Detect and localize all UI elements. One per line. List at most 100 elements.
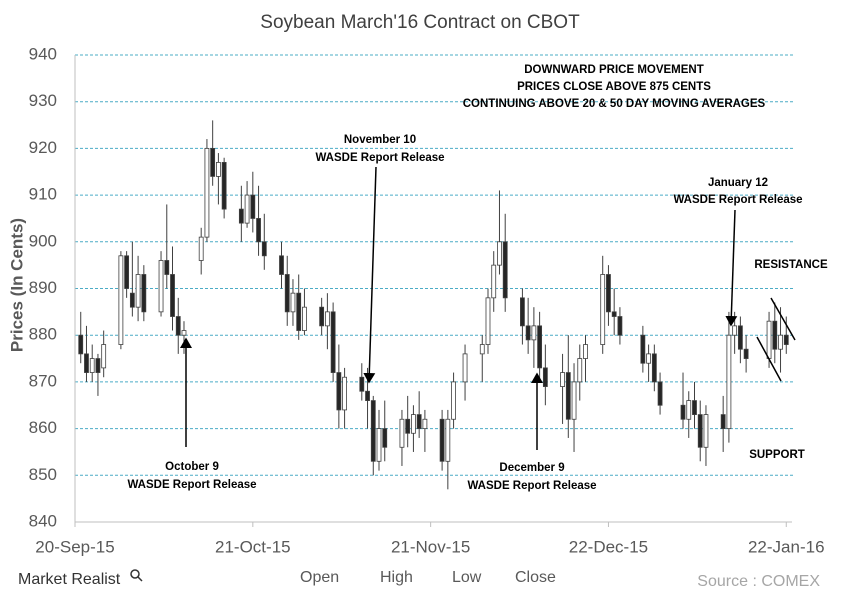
candle-body (703, 414, 709, 448)
y-tick-label: 900 (29, 231, 57, 250)
candle-body (101, 344, 107, 369)
x-tick-label: 22-Dec-15 (569, 537, 648, 556)
candle-body (221, 162, 227, 210)
candle-body (135, 274, 141, 308)
annotation: PRICES CLOSE ABOVE 875 CENTS (517, 81, 711, 93)
candle-body (577, 358, 583, 383)
grid: 840 850 860 870 880 890 900 910 920 930 940 20-Sep-… (29, 44, 825, 556)
y-tick-label: 850 (29, 465, 57, 484)
candle-body (158, 260, 164, 313)
source: Source : COMEX (697, 573, 820, 590)
y-tick-label: 890 (29, 278, 57, 297)
annotation: December 9 (499, 462, 564, 474)
annotation: November 10 (344, 134, 416, 146)
candle-body (296, 292, 302, 331)
legend-entry: Low (452, 569, 482, 586)
x-tick-label: 22-Jan-16 (748, 537, 825, 556)
candle-body (520, 297, 525, 327)
candle-body (502, 241, 508, 299)
x-tick-label: 21-Nov-15 (391, 537, 470, 556)
candle-body (531, 325, 537, 341)
candle-body (778, 334, 783, 350)
legend-entry: Close (515, 569, 556, 586)
x-tick-label: 20-Sep-15 (35, 537, 114, 556)
candle-body (342, 376, 347, 411)
candle-body (118, 255, 124, 345)
candle-body (583, 344, 588, 359)
annotation: CONTINUING ABOVE 20 & 50 DAY MOVING AVER… (463, 98, 766, 110)
arrow (725, 209, 738, 327)
y-tick-label: 880 (29, 325, 57, 344)
candle-body (697, 414, 703, 448)
annotation: WASDE Report Release (467, 480, 596, 492)
candle-body (611, 311, 617, 317)
candle-body (365, 390, 370, 401)
candle-body (330, 311, 336, 373)
candle-body (743, 348, 749, 359)
candle-body (772, 320, 778, 350)
candles (78, 120, 789, 490)
candle-body (175, 316, 181, 336)
candle-body (445, 418, 451, 462)
y-axis-label: Prices (In Cents) (7, 218, 26, 352)
candle-body (783, 334, 789, 345)
logo-icon (137, 576, 143, 582)
candle-body (78, 334, 84, 355)
y-tick-label: 930 (29, 91, 57, 110)
annotation: October 9 (165, 461, 219, 473)
annotation: RESISTANCE (754, 259, 828, 271)
candle-body (238, 208, 244, 224)
candle-body (451, 381, 456, 420)
support-line (756, 336, 782, 382)
candle-body (537, 325, 543, 369)
candle-body (560, 372, 565, 387)
candle-body (657, 381, 663, 406)
candle-body (692, 400, 697, 415)
y-tick-label: 840 (29, 511, 57, 530)
candle-body (170, 274, 175, 317)
y-tick-label: 910 (29, 185, 57, 204)
logo-icon (130, 569, 140, 579)
candle-body (319, 306, 325, 327)
annotation: January 12 (708, 177, 768, 189)
annotation: DOWNWARD PRICE MOVEMENT (524, 64, 704, 76)
candle-body (359, 376, 365, 392)
arrow (363, 166, 377, 384)
candle-body (261, 241, 267, 257)
brand: Market Realist (18, 571, 121, 588)
candle-body (405, 418, 411, 434)
candle-body (181, 330, 187, 336)
candle-body (284, 274, 290, 313)
annotation: WASDE Report Release (673, 194, 802, 206)
candle-body (479, 344, 485, 355)
candle-body (542, 367, 548, 387)
candle-body (525, 325, 531, 341)
candle-body (382, 428, 388, 448)
candle-body (565, 372, 571, 420)
annotations: DOWNWARD PRICE MOVEMENT PRICES CLOSE ABO… (127, 64, 828, 492)
candle-body (376, 428, 382, 462)
candle-body (210, 147, 216, 177)
candle-body (204, 147, 210, 238)
candle-body (462, 353, 468, 383)
candle-body (198, 236, 204, 261)
annotation: SUPPORT (749, 449, 805, 461)
candle-body (215, 162, 221, 177)
candle-body (491, 264, 497, 299)
candle-body (646, 353, 651, 364)
candle-body (416, 414, 422, 429)
candle-body (290, 292, 296, 313)
legend-entry: Open (300, 569, 339, 586)
candle-body (302, 306, 307, 331)
y-tick-label: 870 (29, 371, 57, 390)
y-tick-label: 940 (29, 44, 57, 63)
chart-title: Soybean March'16 Contract on CBOT (260, 12, 580, 33)
candle-body (164, 260, 170, 275)
candle-body (250, 194, 256, 219)
resistance-line (770, 297, 796, 341)
candle-body (600, 274, 606, 345)
candle-body (141, 274, 147, 313)
annotation: WASDE Report Release (315, 152, 444, 164)
x-tick-label: 21-Oct-15 (215, 537, 291, 556)
